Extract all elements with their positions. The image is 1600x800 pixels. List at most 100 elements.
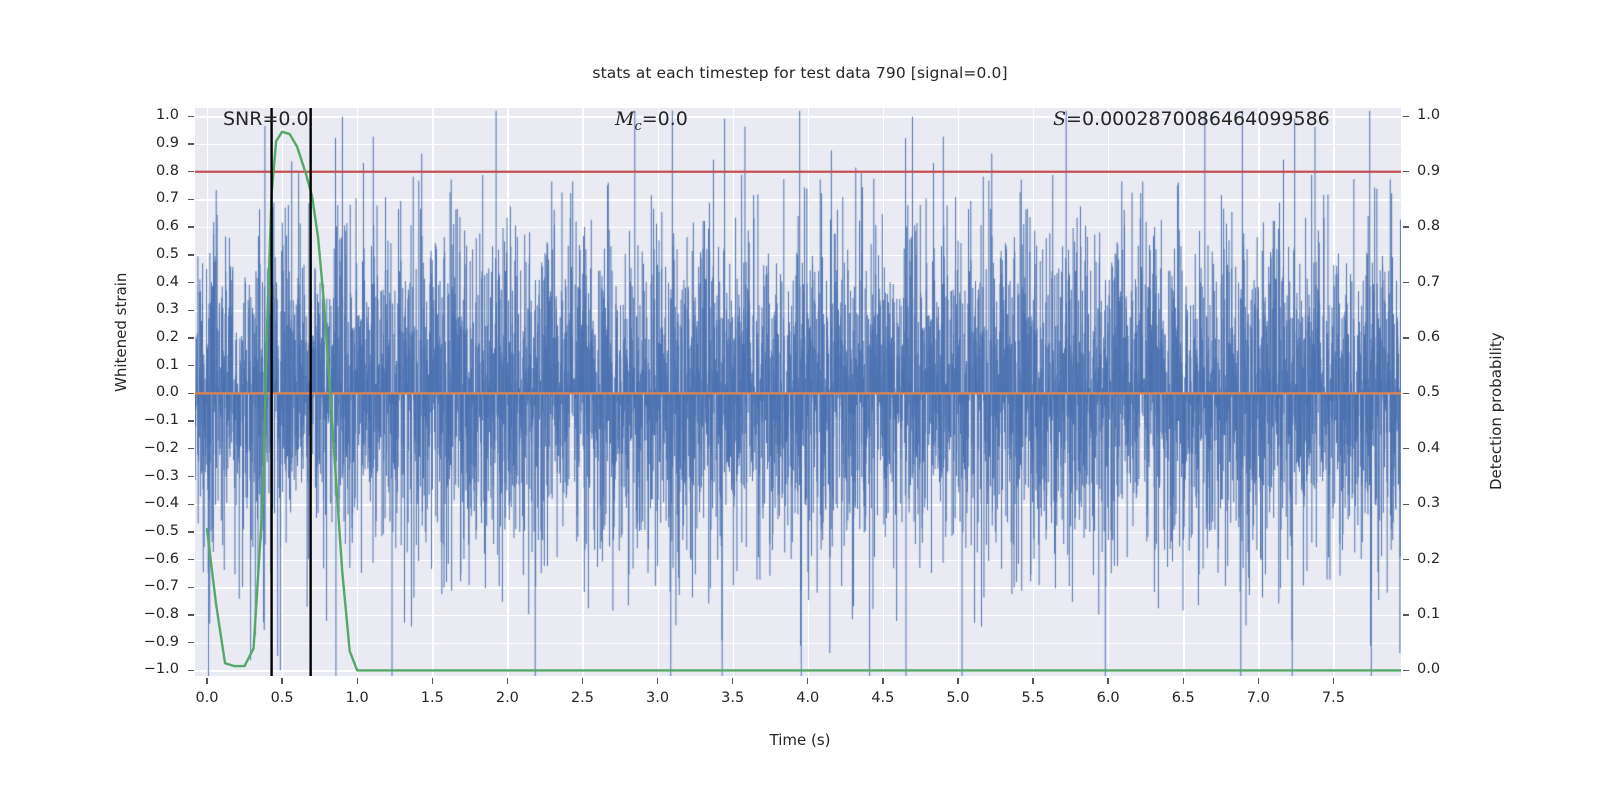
x-tick-mark (1032, 678, 1034, 684)
y-tick-label-left: −0.8 (143, 606, 179, 623)
annotation-snr: SNR=0.0 (223, 108, 309, 130)
mc-symbol: M (615, 108, 635, 130)
y-tick-mark-left (188, 503, 194, 505)
y-tick-label-left: 0.4 (155, 273, 179, 290)
y-tick-label-left: −0.7 (143, 578, 179, 595)
y-tick-label-left: 0.3 (155, 301, 179, 318)
x-tick-label: 4.5 (871, 690, 895, 706)
y-tick-label-left: 0.2 (155, 328, 179, 345)
overlay-curves (195, 108, 1401, 676)
y-tick-label-left: 0.5 (155, 245, 179, 262)
x-tick-label: 1.5 (420, 690, 444, 706)
waveform-with-noise-plot (195, 108, 1401, 676)
page-title: stats at each timestep for test data 790… (592, 64, 1008, 82)
y-tick-mark-right (1403, 281, 1409, 284)
y-tick-label-left: −0.5 (143, 522, 179, 539)
y-tick-label-left: 0.9 (155, 135, 179, 152)
annotation-chirp-mass: Mc=0.0 (615, 108, 688, 134)
y-tick-mark-right (1403, 448, 1409, 450)
y-axis-right-label: Detection probability (1487, 332, 1505, 490)
y-tick-mark-left (188, 586, 194, 589)
y-tick-label-right: 0.7 (1417, 273, 1441, 290)
x-tick-mark (431, 678, 433, 684)
y-tick-mark-right (1403, 614, 1409, 616)
y-tick-mark-left (188, 309, 194, 311)
y-tick-label-left: −1.0 (143, 661, 179, 678)
x-tick-mark (656, 678, 659, 684)
y-tick-label-left: 1.0 (155, 107, 179, 124)
y-tick-mark-left (188, 281, 194, 284)
y-tick-label-right: 0.9 (1417, 162, 1441, 179)
x-tick-mark (807, 678, 809, 684)
x-tick-mark (882, 678, 884, 684)
y-tick-mark-left (188, 198, 194, 201)
y-tick-mark-right (1403, 503, 1409, 505)
x-tick-label: 7.5 (1321, 690, 1345, 706)
x-tick-mark (281, 678, 283, 684)
y-tick-label-left: 0.1 (155, 356, 179, 373)
y-tick-mark-right (1403, 337, 1409, 339)
x-tick-label: 1.0 (345, 690, 369, 706)
plot-area: SNR=0.0 Mc=0.0 S=0.0002870086464099586 w… (195, 108, 1401, 676)
y-tick-label-left: −0.4 (143, 495, 179, 512)
s-symbol: S (1053, 108, 1067, 130)
x-tick-mark (1182, 678, 1184, 684)
x-tick-label: 5.5 (1021, 690, 1045, 706)
x-tick-mark (731, 678, 734, 684)
y-tick-label-right: 0.3 (1417, 495, 1441, 512)
x-tick-label: 5.0 (946, 690, 970, 706)
x-tick-label: 0.0 (195, 690, 219, 706)
x-tick-mark (581, 678, 584, 684)
y-tick-mark-left (188, 392, 194, 395)
y-tick-mark-left (188, 558, 194, 561)
y-tick-label-right: 1.0 (1417, 107, 1441, 124)
y-tick-mark-left (188, 115, 194, 117)
y-tick-label-left: 0.8 (155, 162, 179, 179)
y-tick-label-left: 0.6 (155, 218, 179, 235)
y-tick-mark-left (188, 420, 194, 422)
x-tick-label: 4.0 (796, 690, 820, 706)
y-tick-mark-left (188, 226, 194, 228)
y-tick-mark-right (1403, 115, 1409, 117)
y-tick-label-left: 0.0 (155, 384, 179, 401)
y-tick-mark-left (188, 669, 194, 672)
y-tick-mark-right (1403, 669, 1409, 672)
mc-subscript: c (634, 118, 642, 134)
y-tick-label-left: −0.2 (143, 439, 179, 456)
x-tick-label: 3.5 (721, 690, 745, 706)
y-tick-mark-left (188, 642, 194, 644)
y-tick-label-right: 0.0 (1417, 661, 1441, 678)
x-tick-mark (957, 678, 959, 684)
y-tick-mark-right (1403, 171, 1409, 173)
y-tick-mark-right (1403, 392, 1409, 395)
x-tick-mark (1257, 678, 1259, 684)
y-tick-label-left: 0.7 (155, 190, 179, 207)
y-tick-label-left: −0.9 (143, 633, 179, 650)
x-axis-label: Time (s) (769, 731, 831, 749)
detection-probability-curve (205, 130, 1401, 672)
y-tick-mark-left (188, 143, 194, 145)
x-tick-mark (506, 678, 509, 684)
x-tick-mark (356, 678, 358, 684)
y-tick-label-right: 0.4 (1417, 439, 1441, 456)
y-tick-label-left: −0.1 (143, 412, 179, 429)
y-tick-mark-left (188, 531, 194, 533)
y-tick-label-right: 0.5 (1417, 384, 1441, 401)
y-tick-mark-left (188, 254, 194, 256)
x-tick-label: 7.0 (1246, 690, 1270, 706)
mc-value: =0.0 (641, 108, 688, 130)
x-tick-mark (206, 678, 208, 684)
y-tick-mark-left (188, 171, 194, 173)
y-tick-label-right: 0.2 (1417, 550, 1441, 567)
x-tick-mark (1332, 678, 1335, 684)
y-tick-mark-left (188, 475, 194, 478)
x-tick-label: 6.5 (1171, 690, 1195, 706)
annotation-score: S=0.0002870086464099586 (1053, 108, 1330, 130)
y-tick-mark-right (1403, 226, 1409, 228)
y-tick-mark-right (1403, 558, 1409, 561)
y-tick-label-left: −0.6 (143, 550, 179, 567)
y-tick-label-right: 0.6 (1417, 328, 1441, 345)
x-tick-mark (1107, 678, 1109, 684)
x-tick-label: 6.0 (1096, 690, 1120, 706)
